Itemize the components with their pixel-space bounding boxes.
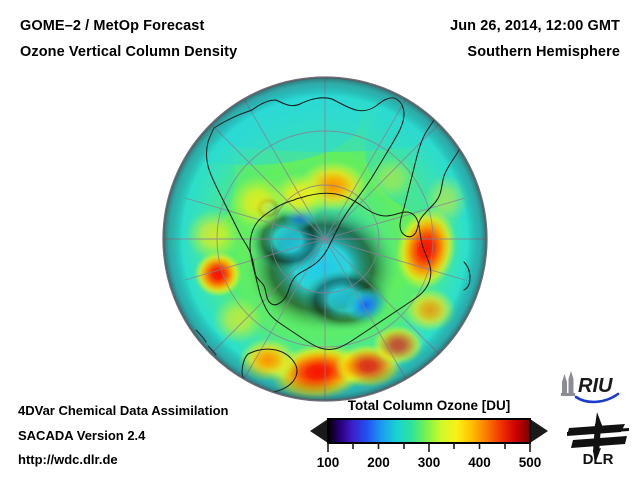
globe-disc [162,76,488,402]
globe-outline [162,76,488,402]
colorbar-tick-label-300: 300 [418,455,441,470]
colorbar-gradient [328,419,530,443]
dlr-logo: DLR [567,412,629,468]
colorbar-title: Total Column Ozone [DU] [347,398,511,413]
colorbar-tick-label-500: 500 [519,455,542,470]
colorbar-scale: 100 200 300 400 500 [310,418,548,470]
colorbar-tick-label-100: 100 [317,455,340,470]
dlr-logo-text: DLR [583,451,614,468]
footer-url[interactable]: http://wdc.dlr.de [18,452,118,467]
riu-spires-icon [561,371,575,396]
header-instrument-line: GOME–2 / MetOp Forecast [20,18,205,34]
footer-version: SACADA Version 2.4 [18,428,146,443]
header-region: Southern Hemisphere [467,44,620,60]
header-datetime: Jun 26, 2014, 12:00 GMT [450,18,620,34]
footer-method: 4DVar Chemical Data Assimilation [18,403,229,418]
colorbar: Total Column Ozone [DU] [300,398,558,476]
colorbar-ticks [327,443,531,452]
colorbar-tick-label-400: 400 [468,455,491,470]
dlr-mark-icon [567,412,629,464]
colorbar-extend-right [530,419,548,443]
header-product-line: Ozone Vertical Column Density [20,44,238,60]
riu-logo: RIU [561,371,620,404]
riu-swoosh-icon [574,392,620,404]
riu-logo-text: RIU [578,375,613,397]
colorbar-tick-label-200: 200 [367,455,390,470]
colorbar-extend-left [310,419,328,443]
globe-limb-shading [163,77,487,401]
